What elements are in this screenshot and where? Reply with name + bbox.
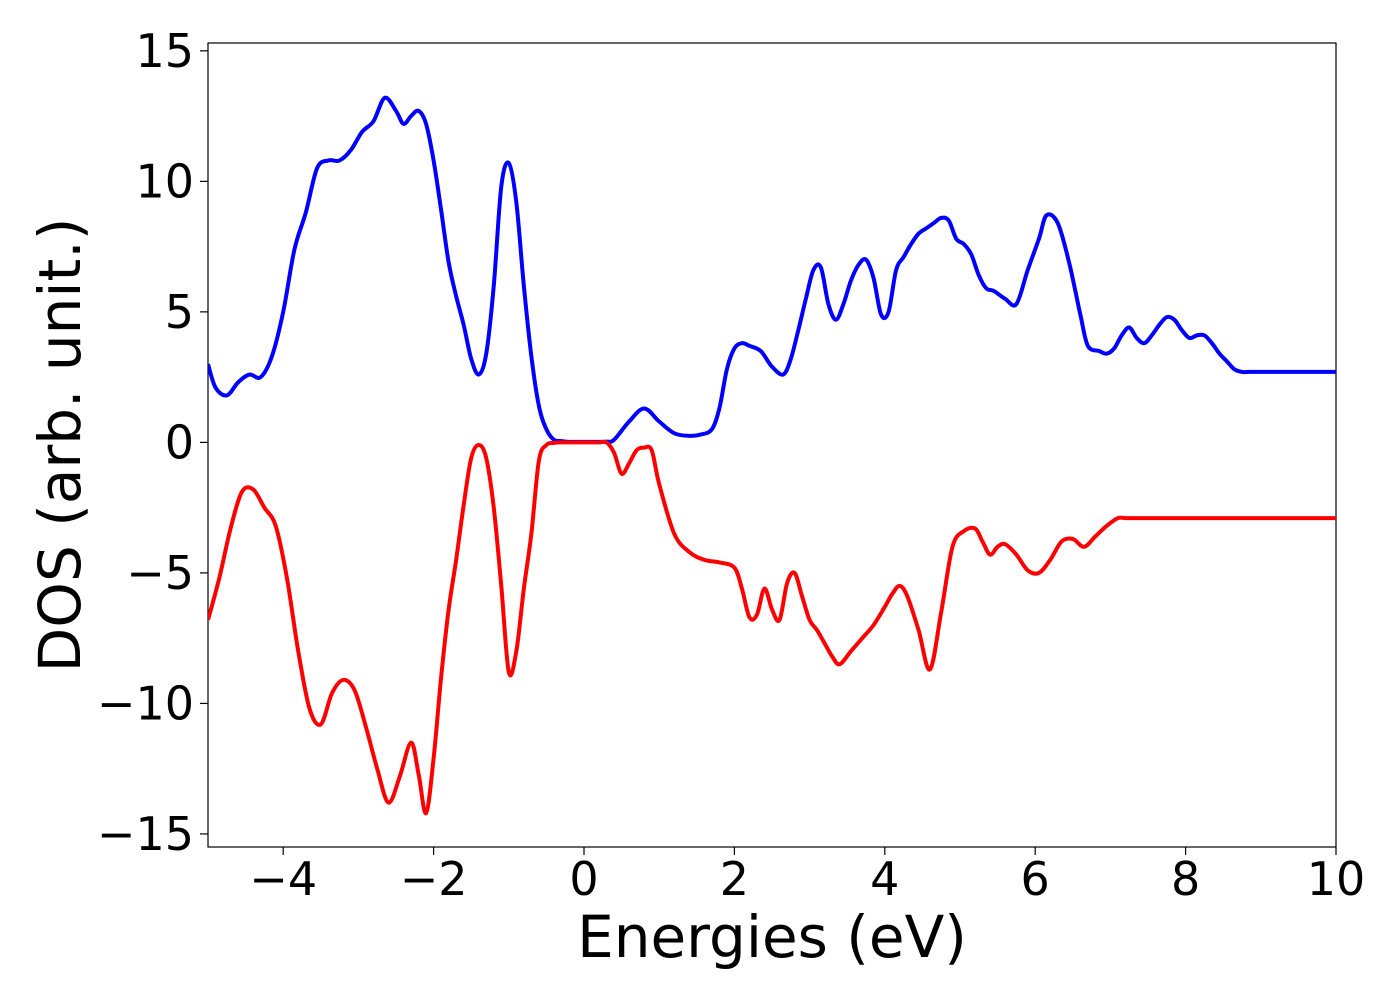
y-tick-label: 0 — [165, 415, 194, 469]
y-axis-ticks: 15 10 5 0 −5 −10 −15 — [97, 24, 208, 861]
y-tick-label: 10 — [135, 154, 194, 208]
x-tick-label: 6 — [1021, 852, 1050, 906]
plot-area — [207, 42, 1337, 848]
x-tick-label: 4 — [870, 852, 899, 906]
y-tick-label: 5 — [165, 285, 194, 339]
x-tick-label: −4 — [249, 852, 317, 906]
y-tick-label: −5 — [126, 546, 194, 600]
series-line-2 — [208, 439, 1336, 816]
x-tick-label: −2 — [400, 852, 468, 906]
x-tick-label: 10 — [1307, 852, 1366, 906]
x-tick-label: 0 — [569, 852, 598, 906]
plot-frame — [207, 42, 1337, 848]
y-tick-label: 15 — [135, 24, 194, 78]
series-line-1 — [208, 95, 1336, 444]
y-tick-label: −10 — [97, 676, 194, 730]
x-tick-label: 2 — [720, 852, 749, 906]
x-axis-label: Energies (eV) — [577, 903, 967, 971]
x-tick-label: 8 — [1171, 852, 1200, 906]
series-group — [208, 95, 1336, 816]
y-tick-label: −15 — [97, 807, 194, 861]
x-axis-ticks: −4 −2 0 2 4 6 8 10 — [249, 847, 1365, 906]
y-axis-label: DOS (arb. unit.) — [26, 218, 94, 673]
